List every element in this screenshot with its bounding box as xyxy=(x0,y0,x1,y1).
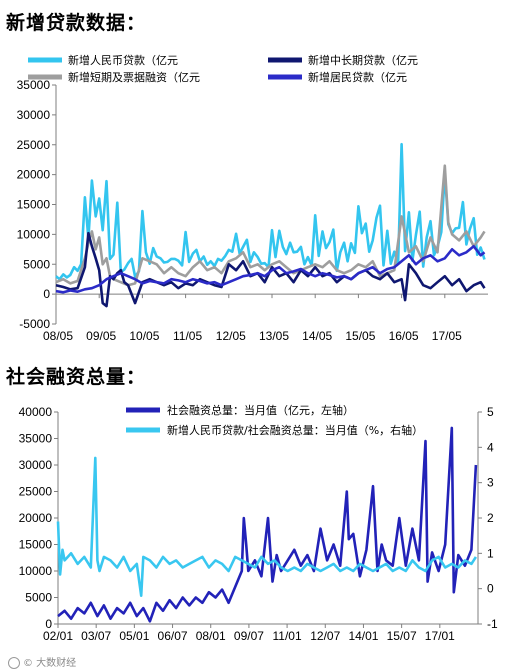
loans-chart: 35000 30000 25000 20000 15000 10000 5000 0 -5000… xyxy=(17,53,488,343)
left-y-tick-label: 40000 xyxy=(19,405,53,419)
x-tick-label: 09/07 xyxy=(234,629,264,643)
watermark: © 大数财经 xyxy=(8,654,76,669)
x-tick-label: 12/05 xyxy=(216,329,246,343)
social-financing-section-title: 社会融资总量： xyxy=(6,366,147,388)
series-line-social-financing xyxy=(57,426,478,623)
left-y-tick-label: 30000 xyxy=(19,458,53,472)
x-tick-label: 14/05 xyxy=(302,329,332,343)
legend-label-1: 新增人民币贷款（亿元 xyxy=(68,53,178,67)
y-tick-label: -5000 xyxy=(19,317,50,331)
x-tick-label: 08/01 xyxy=(196,629,226,643)
left-y-tick-label: 5000 xyxy=(25,591,52,605)
x-tick-label: 15/05 xyxy=(345,329,375,343)
x-tick-label: 10/05 xyxy=(129,329,159,343)
y-tick-label: 15000 xyxy=(17,198,51,212)
right-y-tick-label: 1 xyxy=(487,546,494,560)
x-tick-label: 14/01 xyxy=(348,629,378,643)
y-tick-label: 5000 xyxy=(23,257,50,271)
legend-label-3: 新增中长期贷款（亿元 xyxy=(308,53,418,67)
x-tick-label: 17/01 xyxy=(425,629,455,643)
y-tick-label: 35000 xyxy=(17,78,51,92)
right-y-tick-label: 0 xyxy=(487,582,494,596)
loans-section-title: 新增贷款数据： xyxy=(6,12,147,34)
series-line-1 xyxy=(55,142,486,281)
x-tick-label: 11/01 xyxy=(273,629,302,643)
left-y-tick-label: 35000 xyxy=(19,432,53,446)
series-line-2 xyxy=(55,164,486,287)
left-y-tick-label: 20000 xyxy=(19,511,53,525)
right-y-tick-label: 3 xyxy=(487,476,494,490)
x-tick-label: 15/07 xyxy=(387,629,417,643)
x-tick-label: 16/05 xyxy=(389,329,419,343)
x-tick-label: 11/05 xyxy=(173,329,202,343)
left-y-tick-label: 0 xyxy=(45,617,52,631)
y-tick-label: 10000 xyxy=(17,227,51,241)
x-tick-label: 12/07 xyxy=(310,629,340,643)
x-tick-label: 08/05 xyxy=(43,329,73,343)
left-y-tick-label: 25000 xyxy=(19,485,53,499)
y-tick-label: 25000 xyxy=(17,138,51,152)
x-tick-label: 02/01 xyxy=(43,629,73,643)
legend-label-social-financing: 社会融资总量：当月值（亿元，左轴） xyxy=(167,403,354,417)
x-tick-label: 09/05 xyxy=(86,329,116,343)
right-y-tick-label: 5 xyxy=(487,405,494,419)
watermark-logo-icon xyxy=(8,657,20,669)
x-tick-label: 05/01 xyxy=(119,629,149,643)
legend-label-4: 新增居民贷款（亿元 xyxy=(308,70,407,84)
y-tick-label: 0 xyxy=(43,287,50,301)
social-financing-chart: 40000 35000 30000 25000 20000 15000 10000 5000 0… xyxy=(19,403,498,643)
right-y-tick-label: -1 xyxy=(487,617,498,631)
x-tick-label: 17/05 xyxy=(432,329,462,343)
series-line-loan-ratio xyxy=(56,456,477,597)
legend-label-loan-ratio: 新增人民币贷款/社会融资总量：当月值（%，右轴） xyxy=(167,423,423,437)
legend-label-2: 新增短期及票据融资（亿元 xyxy=(68,70,200,84)
right-y-tick-label: 2 xyxy=(487,511,494,525)
left-y-tick-label: 10000 xyxy=(19,564,53,578)
watermark-text: © 大数财经 xyxy=(23,658,77,669)
left-y-tick-label: 15000 xyxy=(19,538,53,552)
x-tick-label: 06/07 xyxy=(158,629,188,643)
series-line-4 xyxy=(55,245,486,294)
y-tick-label: 30000 xyxy=(17,108,51,122)
x-tick-label: 13/05 xyxy=(259,329,289,343)
y-tick-label: 20000 xyxy=(17,168,51,182)
x-tick-label: 03/07 xyxy=(81,629,111,643)
right-y-tick-label: 4 xyxy=(487,440,494,454)
